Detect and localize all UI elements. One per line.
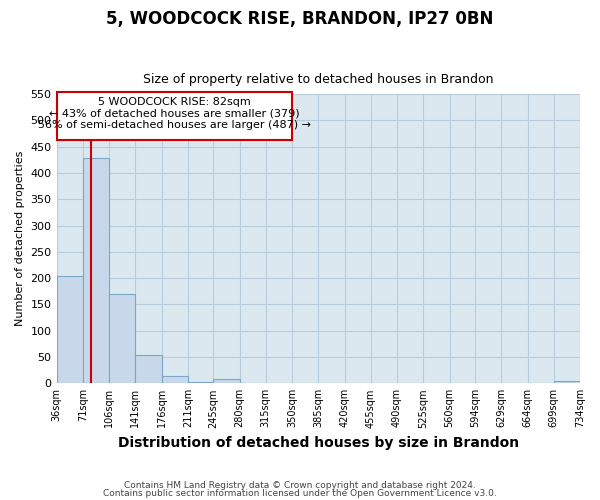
Text: 5 WOODCOCK RISE: 82sqm: 5 WOODCOCK RISE: 82sqm xyxy=(98,98,251,108)
X-axis label: Distribution of detached houses by size in Brandon: Distribution of detached houses by size … xyxy=(118,436,519,450)
Text: Contains public sector information licensed under the Open Government Licence v3: Contains public sector information licen… xyxy=(103,488,497,498)
Text: Contains HM Land Registry data © Crown copyright and database right 2024.: Contains HM Land Registry data © Crown c… xyxy=(124,481,476,490)
Bar xyxy=(213,378,239,384)
Text: 56% of semi-detached houses are larger (487) →: 56% of semi-detached houses are larger (… xyxy=(38,120,311,130)
Y-axis label: Number of detached properties: Number of detached properties xyxy=(15,151,25,326)
Bar xyxy=(554,380,580,384)
Title: Size of property relative to detached houses in Brandon: Size of property relative to detached ho… xyxy=(143,73,494,86)
Bar xyxy=(188,382,214,384)
Bar xyxy=(83,158,109,384)
Text: 5, WOODCOCK RISE, BRANDON, IP27 0BN: 5, WOODCOCK RISE, BRANDON, IP27 0BN xyxy=(106,10,494,28)
Bar xyxy=(109,294,135,384)
FancyBboxPatch shape xyxy=(56,92,292,140)
Bar xyxy=(161,376,188,384)
Text: ← 43% of detached houses are smaller (379): ← 43% of detached houses are smaller (37… xyxy=(49,109,299,119)
Bar xyxy=(56,276,83,384)
Bar xyxy=(135,355,161,384)
